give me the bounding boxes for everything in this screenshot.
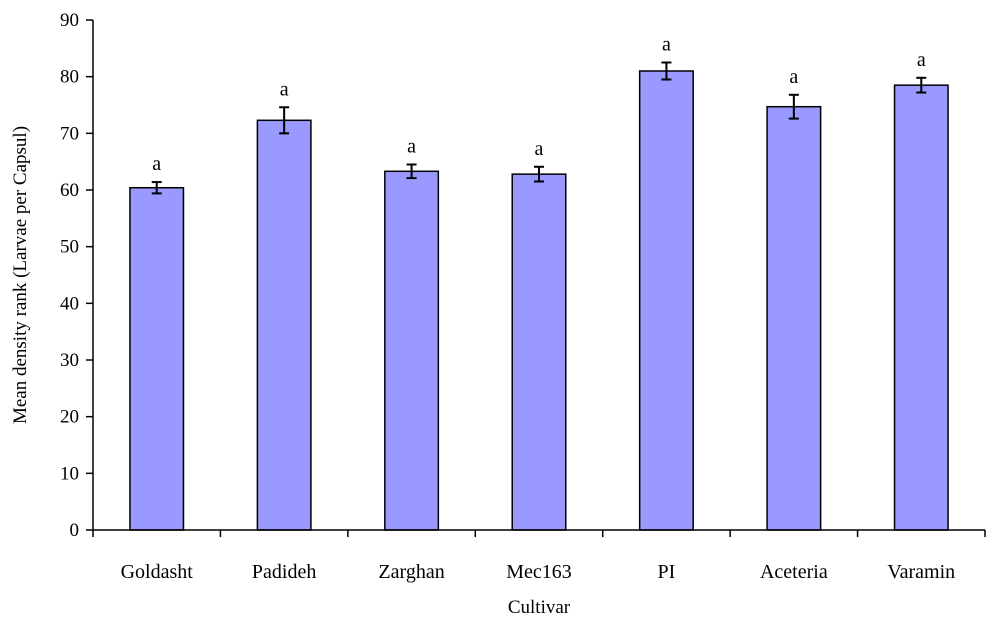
bar-aceteria [766, 105, 822, 531]
bar-pi [638, 70, 694, 531]
bar-zarghan [384, 170, 440, 531]
x-category-label: Goldasht [121, 561, 194, 583]
y-axis-ticks: 0 10 20 30 40 50 60 70 80 90 [60, 10, 93, 541]
y-tick-label: 0 [70, 520, 80, 541]
error-bar-mec163 [534, 165, 544, 183]
error-bars [151, 61, 927, 195]
significance-label: a [662, 34, 671, 56]
y-tick-label: 90 [60, 10, 79, 31]
bar-goldasht [129, 186, 185, 531]
significance-label: a [407, 136, 416, 158]
x-category-label: PI [658, 561, 676, 583]
significance-label: a [789, 66, 798, 88]
x-axis-category-labels: Goldasht Padideh Zarghan Mec163 PI Aceteria Va… [92, 530, 986, 583]
x-category-label: Aceteria [760, 561, 828, 583]
error-bar-varamin [916, 76, 927, 94]
x-category-label: Varamin [887, 561, 955, 583]
y-axis-title: Mean density rank (Larvae per Capsul) [10, 126, 31, 424]
significance-label: a [152, 153, 161, 175]
x-category-label: Padideh [252, 561, 316, 583]
error-bar-zarghan [406, 163, 417, 180]
significance-label: a [917, 49, 926, 71]
significance-label: a [535, 138, 544, 160]
y-tick-label: 80 [60, 67, 79, 88]
x-category-label: Zarghan [378, 561, 444, 583]
x-category-label: Mec163 [506, 561, 572, 583]
bar-mec163 [511, 173, 567, 531]
y-tick-label: 20 [60, 407, 79, 428]
y-tick-label: 50 [60, 237, 79, 258]
y-tick-label: 10 [60, 463, 79, 484]
y-tick-label: 70 [60, 123, 79, 144]
error-bar-pi [661, 61, 672, 81]
bar-padideh [256, 119, 312, 531]
error-bar-padideh [279, 106, 290, 135]
significance-letters: a a a a a a a [152, 34, 926, 176]
y-tick-label: 30 [60, 350, 79, 371]
error-bar-goldasht [151, 181, 162, 195]
significance-label: a [280, 78, 289, 100]
x-axis-title: Cultivar [508, 597, 571, 618]
bar-varamin [893, 84, 949, 531]
y-tick-label: 40 [60, 293, 79, 314]
error-bar-aceteria [788, 93, 799, 120]
y-tick-label: 60 [60, 180, 79, 201]
